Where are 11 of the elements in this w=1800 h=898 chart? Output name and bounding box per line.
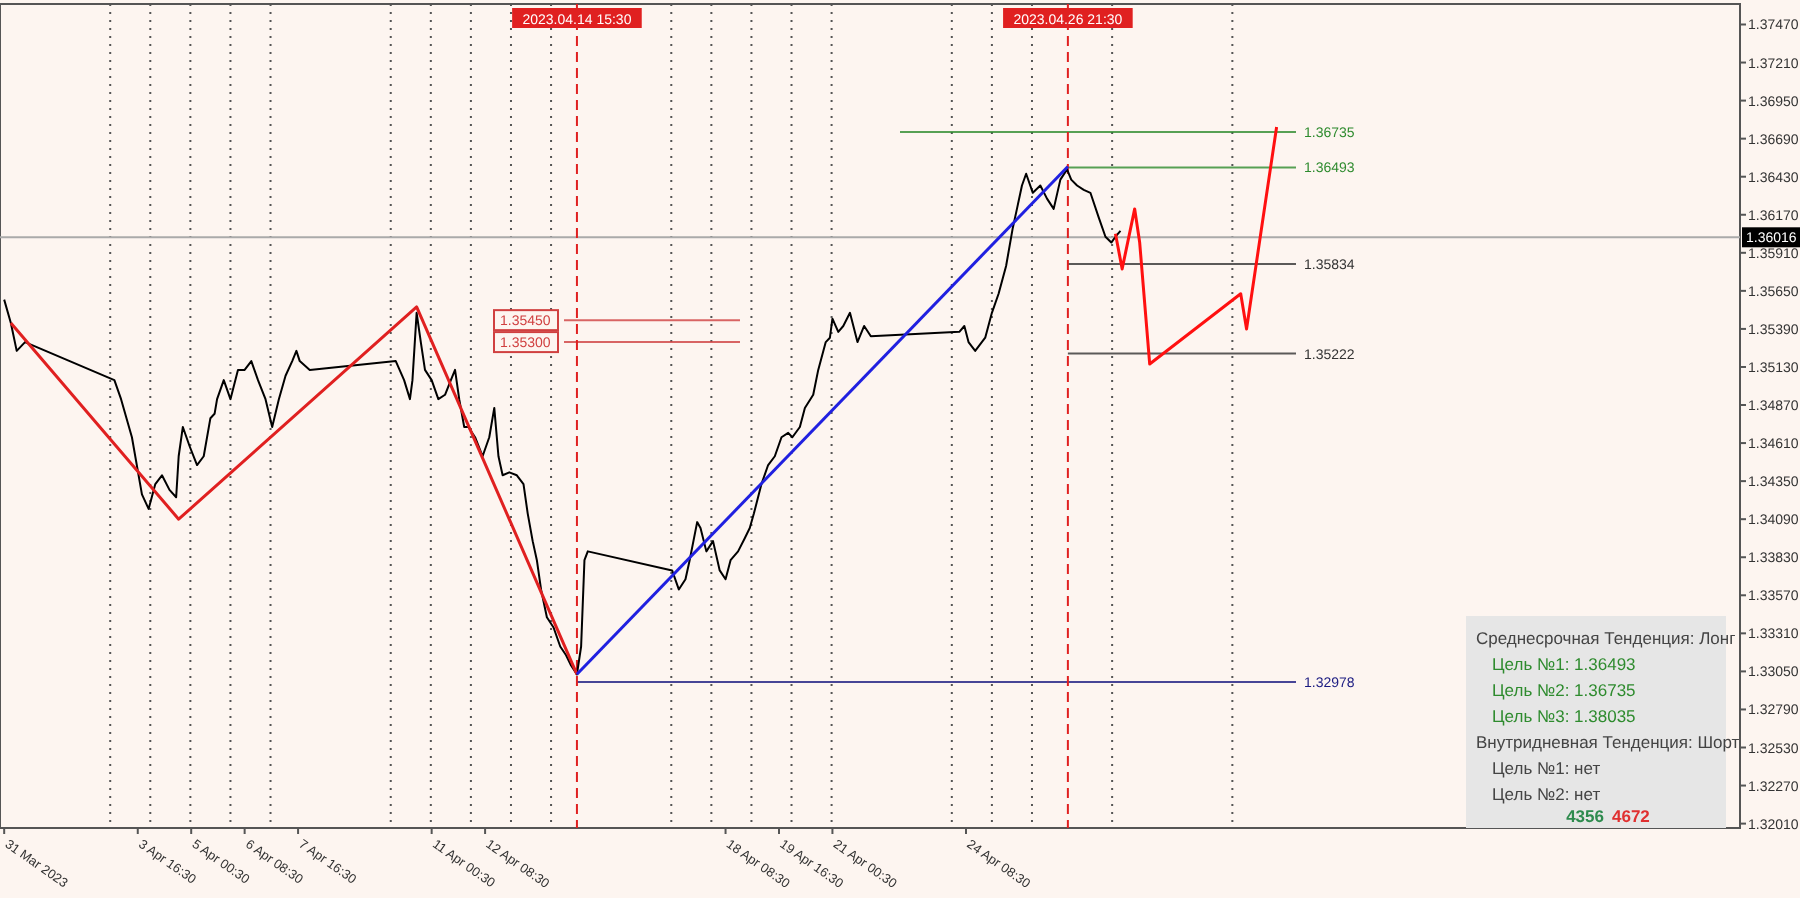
annotation: Цель №1: нет — [1492, 758, 1601, 778]
annotation: Цель №1: 1.36493 — [1492, 654, 1637, 674]
annotation: Цель №2: 1.36735 — [1492, 680, 1637, 700]
annotation: Внутридневная Тенденция: Шорт — [1476, 732, 1740, 752]
annotation: 4356 — [1566, 806, 1605, 826]
annotation: Цель №2: нет — [1492, 784, 1601, 804]
annotation: 4672 — [1612, 806, 1651, 826]
annotation: Среднесрочная Тенденция: Лонг — [1476, 628, 1736, 648]
line-series — [3, 168, 1122, 676]
line-series — [1113, 125, 1279, 366]
annotation: Цель №3: 1.38035 — [1492, 706, 1637, 726]
